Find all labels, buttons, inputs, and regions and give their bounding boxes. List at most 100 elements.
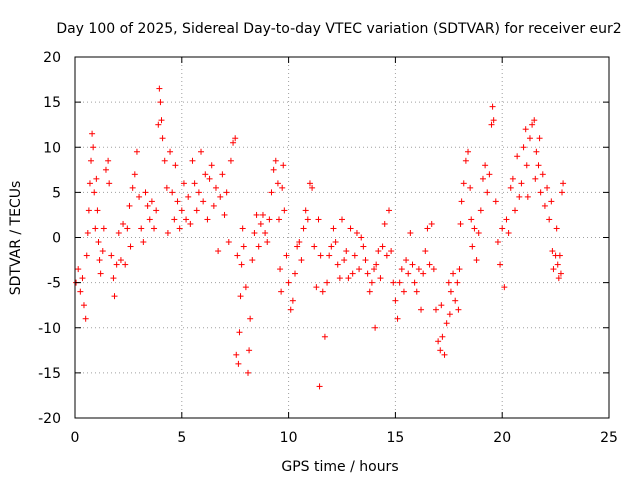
data-point <box>164 229 171 236</box>
data-point <box>462 157 469 164</box>
data-point <box>330 225 337 232</box>
data-point <box>234 252 241 259</box>
y-tick-label: 15 <box>43 95 61 111</box>
x-tick-label: 5 <box>177 430 186 446</box>
data-point <box>368 279 375 286</box>
data-point <box>366 288 373 295</box>
data-point <box>95 239 102 246</box>
data-point <box>316 383 323 390</box>
data-point <box>403 257 410 264</box>
data-point <box>324 279 331 286</box>
data-point <box>313 284 320 291</box>
data-point <box>306 180 313 187</box>
data-point <box>215 248 222 255</box>
data-point <box>494 239 501 246</box>
data-point <box>522 126 529 133</box>
data-point <box>516 193 523 200</box>
y-tick-label: 10 <box>43 140 61 156</box>
x-tick-label: 20 <box>493 430 511 446</box>
data-point <box>171 216 178 223</box>
data-point <box>124 225 131 232</box>
data-point <box>77 288 84 295</box>
y-tick-label: 0 <box>52 231 61 247</box>
data-point <box>345 275 352 282</box>
data-point <box>161 157 168 164</box>
grid-lines <box>75 57 609 418</box>
data-point <box>283 252 290 259</box>
data-point <box>398 266 405 273</box>
data-point <box>155 121 162 128</box>
y-tick-label: -5 <box>47 276 61 292</box>
ticks: 0 5 10 15 20 25 -20 -15 -10 -5 0 5 10 15 20 <box>38 50 618 446</box>
data-point <box>264 239 271 246</box>
data-point <box>198 148 205 155</box>
data-point <box>518 180 525 187</box>
data-point <box>457 220 464 227</box>
data-point <box>239 225 246 232</box>
data-point <box>409 261 416 268</box>
data-point <box>548 198 555 205</box>
data-point <box>556 252 563 259</box>
data-point <box>92 225 99 232</box>
data-point <box>446 311 453 318</box>
data-point <box>349 270 356 277</box>
data-point <box>471 225 478 232</box>
data-point <box>106 180 113 187</box>
data-point <box>253 211 260 218</box>
data-point <box>532 175 539 182</box>
data-point <box>509 175 516 182</box>
data-point <box>237 293 244 300</box>
data-point <box>460 180 467 187</box>
data-point <box>221 211 228 218</box>
data-point <box>131 171 138 178</box>
data-point <box>475 229 482 236</box>
data-point <box>455 306 462 313</box>
data-point <box>392 297 399 304</box>
data-point <box>300 225 307 232</box>
data-point <box>390 279 397 286</box>
data-point <box>317 252 324 259</box>
data-point <box>334 261 341 268</box>
data-point <box>236 329 243 336</box>
data-point <box>138 225 145 232</box>
data-point <box>242 284 249 291</box>
data-point <box>332 239 339 246</box>
data-point <box>287 306 294 313</box>
data-point <box>454 279 461 286</box>
data-point <box>180 180 187 187</box>
data-point <box>353 229 360 236</box>
data-point <box>379 243 386 250</box>
data-point <box>555 275 562 282</box>
data-point <box>420 270 427 277</box>
data-point <box>97 270 104 277</box>
data-point <box>437 347 444 354</box>
data-point <box>559 189 566 196</box>
data-point <box>172 162 179 169</box>
data-point <box>285 279 292 286</box>
data-point <box>163 184 170 191</box>
data-point <box>339 216 345 223</box>
x-tick-label: 10 <box>280 430 298 446</box>
data-point <box>526 135 533 142</box>
data-point <box>388 248 395 255</box>
data-point <box>185 193 192 200</box>
data-point <box>458 198 465 205</box>
data-point <box>233 351 240 358</box>
data-point <box>360 243 367 250</box>
data-point <box>523 162 530 169</box>
x-tick-label: 15 <box>386 430 404 446</box>
data-point <box>279 184 286 191</box>
data-point <box>219 171 226 178</box>
y-axis-label: SDTVAR / TECUs <box>8 181 24 296</box>
data-point <box>529 121 536 128</box>
data-point <box>375 248 382 255</box>
data-point <box>544 184 551 191</box>
data-point <box>503 216 510 223</box>
data-point <box>531 117 538 124</box>
data-point <box>212 184 219 191</box>
data-point <box>142 189 149 196</box>
data-point <box>492 198 499 205</box>
y-tick-label: -15 <box>38 366 61 382</box>
data-point <box>105 157 112 164</box>
